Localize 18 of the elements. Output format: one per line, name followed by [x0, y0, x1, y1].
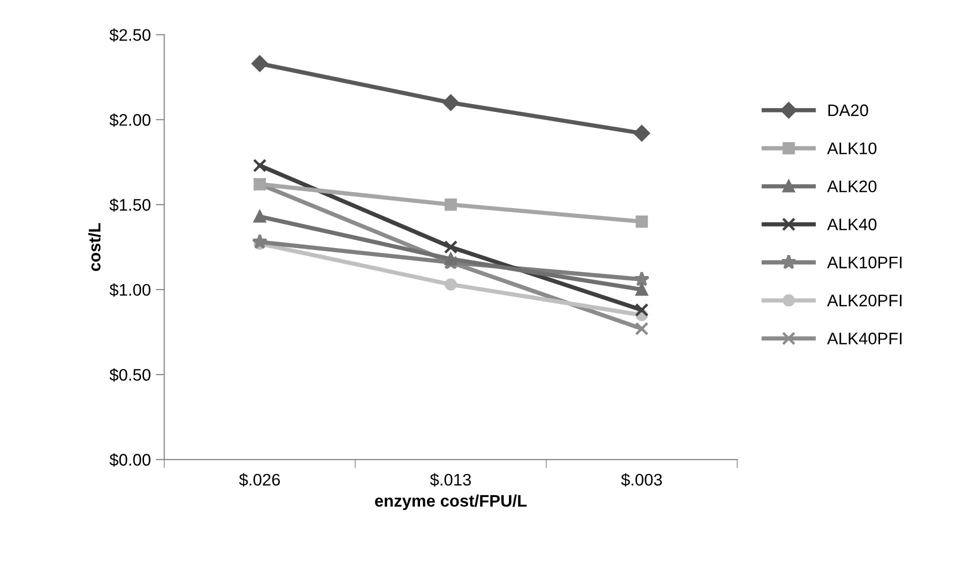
y-axis-title: cost/L: [88, 223, 101, 271]
legend-label: ALK10: [827, 142, 876, 154]
legend-label: ALK20: [827, 180, 876, 192]
x-tick-label: $.013: [430, 473, 471, 487]
y-tick-label: $1.00: [110, 283, 150, 297]
y-tick-label: $1.50: [110, 198, 150, 212]
y-tick-label: $2.00: [110, 113, 150, 127]
x-tick-label: $.026: [239, 473, 280, 487]
y-tick-label: $2.50: [110, 28, 150, 42]
legend-label: ALK10PFI: [827, 256, 902, 268]
x-tick-label: $.003: [621, 473, 662, 487]
legend-label: ALK40PFI: [827, 332, 902, 344]
legend-label: ALK20PFI: [827, 294, 902, 306]
x-axis-title: enzyme cost/FPU/L: [375, 494, 527, 510]
y-tick-label: $0.50: [110, 368, 150, 382]
legend-label: DA20: [828, 104, 868, 116]
y-tick-label: $0.00: [110, 453, 150, 467]
legend-label: ALK40: [827, 218, 876, 230]
